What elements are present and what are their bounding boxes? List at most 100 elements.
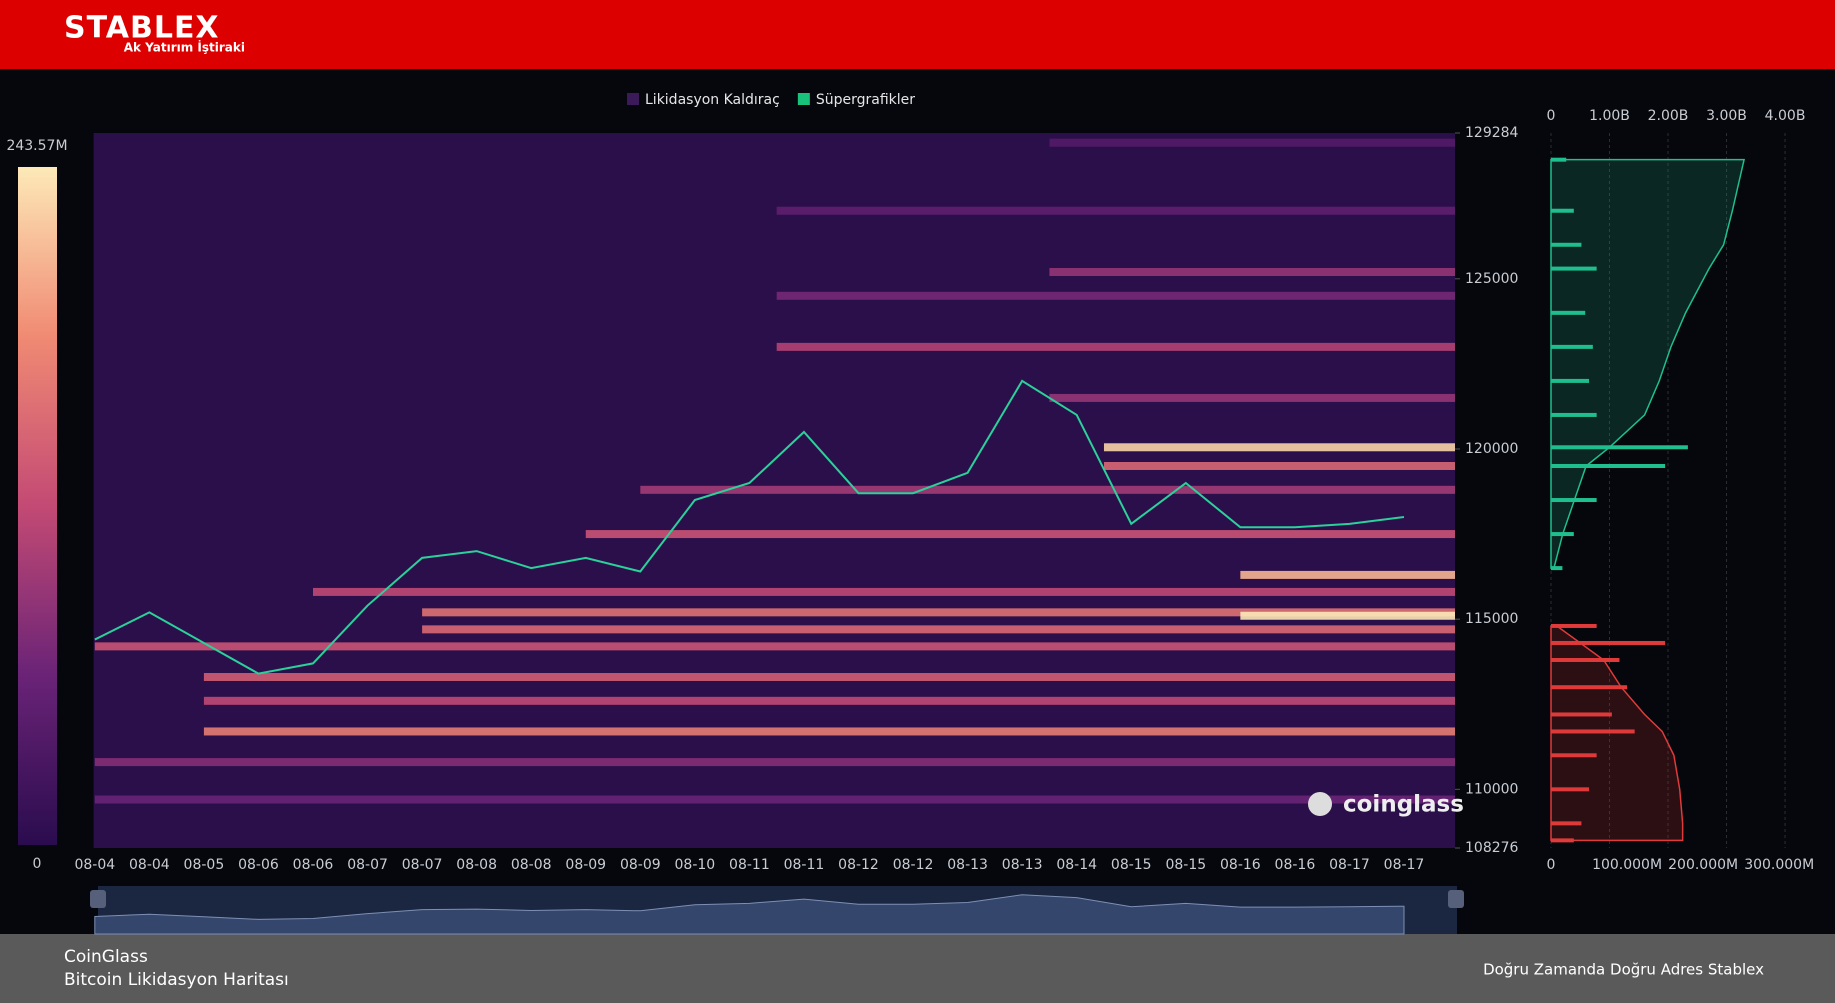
profile-bar — [1551, 821, 1582, 826]
x-tick-label: 08-12 — [838, 857, 879, 873]
y-tick-label: 115000 — [1465, 611, 1518, 627]
top-tick-label: 0 — [1547, 108, 1556, 124]
x-tick-label: 08-12 — [893, 857, 934, 873]
profile-bar — [1551, 787, 1590, 792]
x-tick-label: 08-06 — [238, 857, 279, 873]
brand: STABLEX — [64, 11, 220, 46]
profile-bar — [1551, 566, 1563, 571]
liquidation-band — [203, 673, 1455, 682]
x-tick-label: 08-11 — [784, 857, 825, 873]
price-line — [94, 379, 1405, 675]
profile-bar — [1551, 657, 1620, 662]
tagline: Ak Yatırım İştiraki — [124, 40, 245, 55]
liquidation-band — [776, 291, 1455, 300]
y-tick-label: 129284 — [1465, 125, 1519, 141]
profile-bar — [1551, 412, 1597, 417]
profile-bar — [1551, 378, 1590, 383]
y-tick-label: 125000 — [1465, 271, 1518, 287]
x-tick-label: 08-09 — [565, 857, 606, 873]
liquidation-band — [203, 696, 1455, 705]
navigator-handle[interactable] — [1448, 890, 1464, 908]
liquidation-band — [1049, 267, 1455, 276]
footer-subtitle: Bitcoin Likidasyon Haritası — [64, 970, 289, 990]
bottom-tick-label: 200.000M — [1668, 857, 1738, 873]
x-tick-label: 08-05 — [184, 857, 225, 873]
colorbar-tick-label: 0 — [33, 856, 42, 872]
x-tick-label: 08-14 — [1056, 857, 1097, 873]
y-tick-label: 120000 — [1465, 441, 1518, 457]
x-tick-label: 08-17 — [1329, 857, 1370, 873]
x-tick-label: 08-16 — [1275, 857, 1316, 873]
liquidation-band — [585, 530, 1455, 539]
liquidation-band — [422, 625, 1456, 634]
liquidation-band — [640, 485, 1455, 494]
x-tick-label: 08-07 — [402, 857, 443, 873]
legend-label: Süpergrafikler — [816, 92, 915, 108]
bottom-tick-label: 100.000M — [1592, 857, 1662, 873]
x-tick-label: 08-10 — [675, 857, 716, 873]
profile-bar — [1551, 640, 1666, 645]
liquidation-band — [94, 642, 1455, 651]
profile-bar — [1551, 729, 1635, 734]
cumulative-area — [1550, 625, 1684, 842]
y-tick-label: 108276 — [1465, 840, 1519, 856]
profile-bar — [1551, 753, 1597, 758]
x-tick-label: 08-13 — [1002, 857, 1043, 873]
watermark-icon — [1308, 792, 1332, 816]
top-tick-label: 1.00B — [1589, 108, 1630, 124]
header-bar — [0, 0, 1835, 69]
legend-label: Likidasyon Kaldıraç — [645, 92, 780, 108]
liquidation-band — [1049, 138, 1455, 147]
profile-bar — [1551, 623, 1597, 628]
profile-bar — [1551, 266, 1597, 271]
x-tick-label: 08-08 — [511, 857, 552, 873]
liquidation-band — [422, 608, 1456, 617]
profile-bar — [1551, 685, 1628, 690]
profile-bar — [1551, 463, 1666, 468]
x-tick-label: 08-13 — [947, 857, 988, 873]
x-tick-label: 08-06 — [293, 857, 334, 873]
legend-swatch — [797, 93, 810, 105]
liquidation-band — [1240, 611, 1455, 620]
cumulative-area — [1550, 158, 1746, 569]
profile-bar — [1551, 208, 1574, 213]
navigator-handle[interactable] — [90, 890, 106, 908]
profile-bar — [1551, 242, 1582, 247]
profile-bar — [1551, 445, 1688, 450]
x-tick-label: 08-15 — [1165, 857, 1206, 873]
x-tick-label: 08-04 — [129, 857, 170, 873]
liquidation-band — [1049, 393, 1455, 402]
bottom-tick-label: 300.000M — [1744, 857, 1814, 873]
footer-slogan: Doğru Zamanda Doğru Adres Stablex — [1483, 961, 1764, 979]
liquidation-band — [1103, 461, 1455, 470]
navigator-area — [94, 894, 1405, 935]
footer-bar — [0, 934, 1835, 1003]
x-tick-label: 08-17 — [1384, 857, 1425, 873]
bottom-tick-label: 0 — [1547, 857, 1556, 873]
x-tick-label: 08-08 — [456, 857, 497, 873]
x-tick-label: 08-16 — [1220, 857, 1261, 873]
watermark: coinglass — [1343, 792, 1464, 818]
colorbar-tick-label: 243.57M — [6, 138, 67, 154]
profile-bar — [1551, 344, 1593, 349]
top-tick-label: 4.00B — [1765, 108, 1806, 124]
liquidation-band — [1103, 443, 1455, 452]
liquidation-band — [94, 795, 1455, 804]
liquidation-band — [776, 342, 1455, 351]
x-tick-label: 08-09 — [620, 857, 661, 873]
x-tick-label: 08-15 — [1111, 857, 1152, 873]
top-tick-label: 2.00B — [1648, 108, 1689, 124]
liquidation-band — [776, 206, 1455, 215]
liquidation-band — [1240, 570, 1455, 579]
y-tick-label: 110000 — [1465, 781, 1518, 797]
profile-bar — [1551, 310, 1586, 315]
colorbar — [18, 167, 57, 845]
liquidation-band — [94, 758, 1455, 767]
x-tick-label: 08-07 — [347, 857, 388, 873]
x-tick-label: 08-11 — [729, 857, 770, 873]
liquidation-band — [313, 587, 1455, 596]
legend-swatch — [627, 93, 639, 105]
x-tick-label: 08-04 — [74, 857, 115, 873]
liquidation-band — [203, 727, 1455, 736]
